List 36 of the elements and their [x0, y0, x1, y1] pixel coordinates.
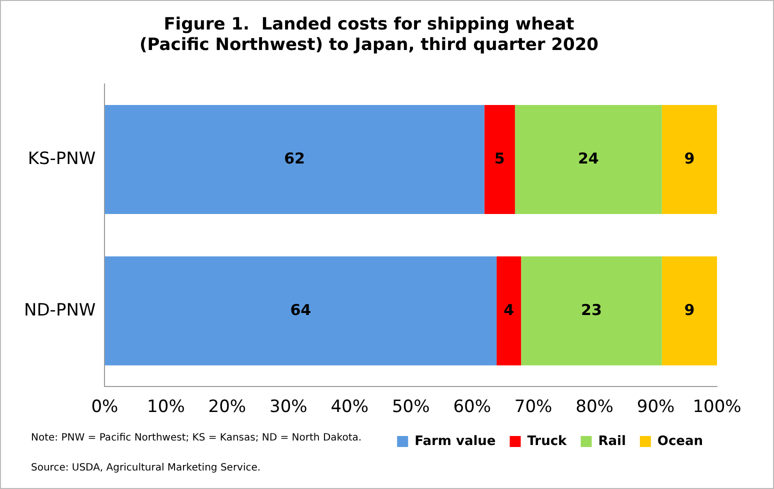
bar	[662, 104, 717, 214]
x-tick-label: 0%	[91, 397, 118, 418]
data-label: 62	[284, 149, 305, 168]
y-tick-label: ND-PNW	[24, 300, 96, 320]
x-tick-label: 60%	[453, 397, 491, 418]
data-label: 5	[494, 149, 505, 168]
bar	[514, 104, 662, 214]
bar	[484, 104, 515, 214]
data-label: 4	[504, 300, 514, 319]
x-tick-label: 90%	[636, 397, 675, 418]
y-tick-label: KS-PNW	[28, 148, 96, 169]
text: Note: PNW = Pacific Northwest; KS = Kansas; ND = North Dakota.	[31, 432, 362, 444]
bar	[496, 256, 522, 366]
legend-label: Truck	[527, 434, 568, 449]
x-tick-label: 70%	[514, 397, 552, 418]
data-label: 24	[578, 149, 599, 168]
data-label: 9	[684, 300, 695, 319]
source-note: Source: USDA, Agricultural Marketing Service.	[31, 462, 261, 474]
chart-title: Figure 1. Landed costs for shipping wheat (Pacific Northwest) to Japan, third quarter 2020	[140, 14, 599, 56]
x-tick-label: 40%	[330, 397, 369, 418]
data-label: 23	[581, 300, 602, 319]
x-tick-label: 100%	[692, 397, 742, 418]
bar	[104, 256, 497, 366]
data-label: 64	[290, 300, 312, 319]
bar	[521, 256, 662, 366]
x-tick-label: 80%	[576, 397, 614, 418]
bar	[104, 104, 484, 214]
legend-label: Farm value	[414, 434, 496, 449]
data-label: 9	[684, 149, 695, 168]
x-tick-label: 20%	[208, 397, 246, 418]
x-tick-label: 30%	[270, 397, 308, 418]
x-tick-label: 10%	[147, 397, 185, 418]
bar	[662, 256, 717, 366]
legend-label: Rail	[598, 434, 626, 449]
legend-label: Ocean	[657, 434, 704, 449]
x-tick-label: 50%	[392, 397, 430, 418]
